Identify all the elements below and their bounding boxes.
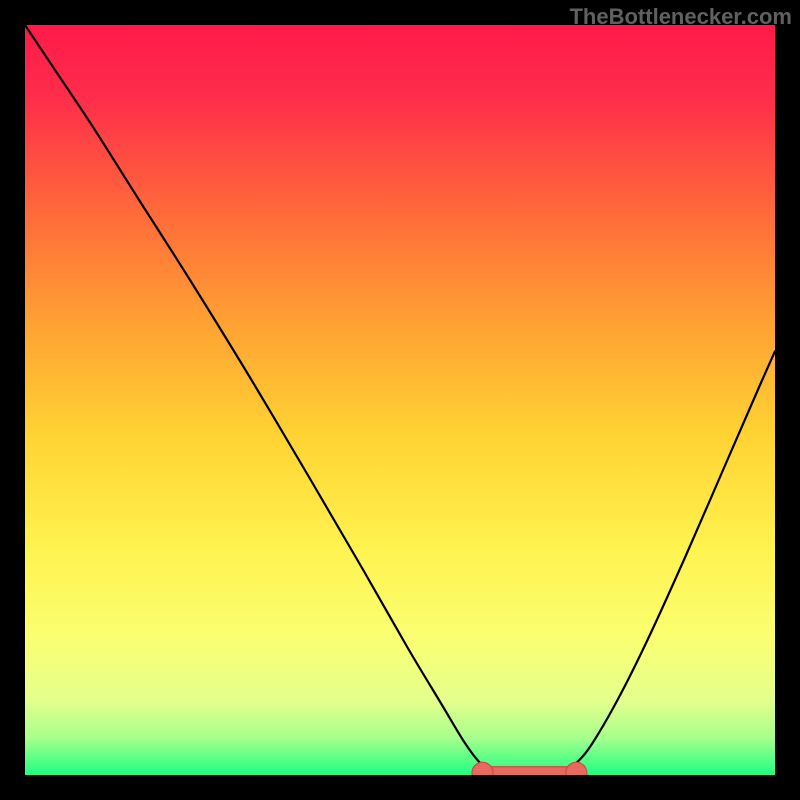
plot-svg xyxy=(25,25,775,775)
plot-area xyxy=(25,25,775,775)
watermark-text: TheBottlenecker.com xyxy=(569,4,792,30)
chart-frame: TheBottlenecker.com xyxy=(0,0,800,800)
plot-background xyxy=(25,25,775,775)
